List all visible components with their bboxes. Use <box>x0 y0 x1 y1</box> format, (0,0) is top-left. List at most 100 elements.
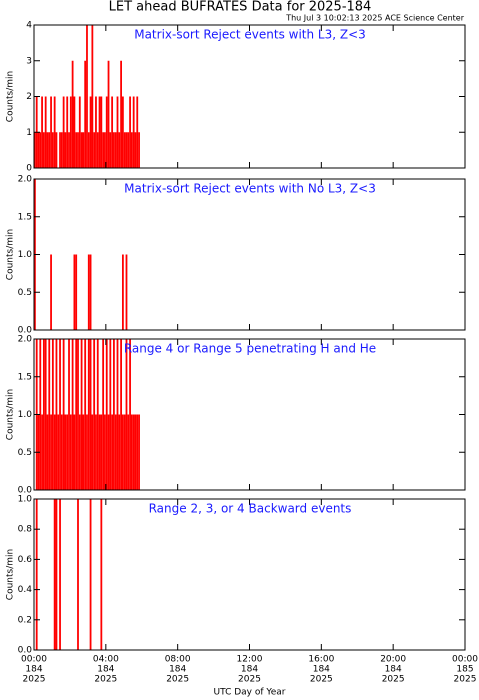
bar <box>51 339 54 490</box>
bar <box>77 339 79 490</box>
bar <box>71 339 74 490</box>
bar <box>136 96 139 168</box>
bar <box>87 132 90 168</box>
bar <box>39 339 42 490</box>
panel-title: Range 2, 3, or 4 Backward events <box>149 502 352 516</box>
page-title: LET ahead BUFRATES Data for 2025-184 <box>109 0 372 15</box>
bar <box>91 25 94 168</box>
bar <box>89 339 92 490</box>
bar <box>60 414 63 490</box>
y-tick-label: 0.5 <box>18 448 32 458</box>
bar <box>123 414 126 490</box>
y-tick-label: 2 <box>26 92 32 102</box>
bar <box>96 339 99 490</box>
x-tick-day: 184 <box>97 665 114 675</box>
bar <box>59 132 61 168</box>
bar <box>132 414 135 490</box>
x-tick-year: 2025 <box>238 675 261 685</box>
bar <box>80 132 83 168</box>
bar <box>66 96 69 168</box>
bar <box>53 414 56 490</box>
bar <box>73 414 76 490</box>
bar <box>96 132 99 168</box>
bar <box>95 96 97 168</box>
x-tick-label: 00:00 <box>452 655 478 665</box>
bar <box>114 414 117 490</box>
bar <box>73 254 76 330</box>
y-tick-label: 0.5 <box>18 288 32 298</box>
y-tick-label: 1.5 <box>18 212 32 222</box>
bar <box>41 414 43 490</box>
y-tick-label: 1.0 <box>18 250 33 260</box>
bar <box>68 339 70 490</box>
bar <box>77 499 79 650</box>
y-axis-label: Counts/min <box>6 229 16 280</box>
bar <box>77 132 79 168</box>
bar <box>84 60 87 168</box>
bar <box>46 132 49 168</box>
bar <box>95 414 97 490</box>
x-tick-day: 184 <box>313 665 330 675</box>
bar <box>35 499 38 650</box>
bar <box>100 499 103 650</box>
y-tick-label: 0.2 <box>18 615 32 625</box>
y-tick-label: 0.0 <box>18 486 33 496</box>
x-tick-day: 185 <box>456 665 473 675</box>
y-tick-label: 3 <box>26 56 32 66</box>
bar <box>105 339 108 490</box>
bar <box>116 339 119 490</box>
bar <box>89 96 92 168</box>
bar <box>134 132 137 168</box>
bar <box>138 132 140 168</box>
y-tick-label: 0.4 <box>18 585 33 595</box>
bar <box>105 96 108 168</box>
panel-title: Range 4 or Range 5 penetrating H and He <box>124 342 376 356</box>
bar <box>55 339 58 490</box>
bar <box>62 96 65 168</box>
bar <box>73 96 76 168</box>
y-tick-label: 2.0 <box>18 175 33 185</box>
bar <box>59 499 61 650</box>
bar <box>59 339 61 490</box>
bar <box>87 254 90 330</box>
bar <box>125 132 128 168</box>
bar <box>55 499 58 650</box>
x-tick-year: 2025 <box>23 675 46 685</box>
panel-title: Matrix-sort Reject events with L3, Z<3 <box>134 28 366 42</box>
x-tick-label: 04:00 <box>93 655 119 665</box>
y-tick-label: 1.0 <box>18 410 33 420</box>
x-tick-day: 184 <box>169 665 186 675</box>
x-tick-day: 184 <box>385 665 402 675</box>
bar <box>57 414 60 490</box>
bar <box>113 339 115 490</box>
x-tick-year: 2025 <box>382 675 405 685</box>
y-tick-label: 2.0 <box>18 335 33 345</box>
bar <box>121 414 124 490</box>
bar <box>125 254 128 330</box>
bar <box>37 132 40 168</box>
bar <box>100 414 103 490</box>
bar <box>82 414 85 490</box>
bar <box>50 414 52 490</box>
bar <box>60 132 63 168</box>
bar <box>55 132 58 168</box>
bar <box>75 254 78 330</box>
bar <box>82 132 85 168</box>
y-tick-label: 0.8 <box>18 525 33 535</box>
bar <box>104 414 106 490</box>
bar <box>127 414 130 490</box>
bar <box>136 414 139 490</box>
bar <box>84 339 87 490</box>
bar <box>89 254 92 330</box>
bar <box>127 132 130 168</box>
bar <box>107 414 110 490</box>
bar <box>44 339 47 490</box>
bar <box>78 414 81 490</box>
bar <box>86 414 88 490</box>
x-tick-label: 16:00 <box>308 655 334 665</box>
y-tick-label: 0.0 <box>18 646 33 656</box>
bar <box>102 339 105 490</box>
bar <box>138 414 140 490</box>
bar <box>89 499 92 650</box>
bar <box>50 96 52 168</box>
